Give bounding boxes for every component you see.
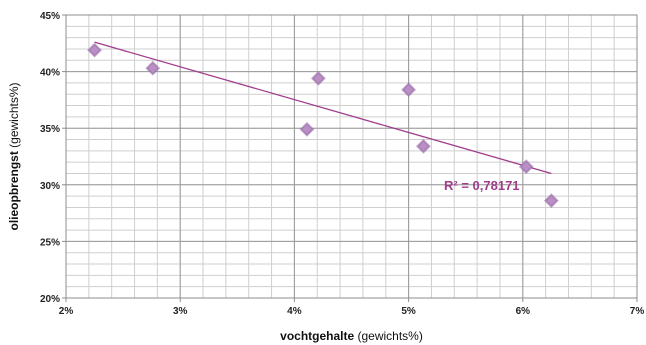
data-point <box>401 82 417 98</box>
data-point <box>518 159 534 175</box>
data-point <box>87 42 102 58</box>
data-point <box>145 60 161 76</box>
y-tick-label: 20% <box>40 294 60 305</box>
y-axis-ticks: 20% 25% 30% 35% 40% 45% <box>40 11 66 305</box>
x-tick-label: 3% <box>173 306 188 317</box>
data-point <box>543 193 559 209</box>
y-tick-label: 40% <box>40 68 60 79</box>
y-tick-label: 45% <box>40 11 60 22</box>
minor-gridlines <box>66 15 637 298</box>
x-tick-label: 5% <box>401 306 416 317</box>
plot-area-frame <box>65 14 638 299</box>
data-points <box>87 42 559 209</box>
data-point <box>416 138 431 154</box>
y-tick-label: 35% <box>40 124 60 135</box>
y-tick-label: 30% <box>40 181 60 192</box>
y-tick-label: 25% <box>40 237 60 248</box>
x-tick-label: 2% <box>59 306 74 317</box>
major-gridlines <box>65 14 638 299</box>
r-squared-label: R² = 0,78171 <box>444 178 520 193</box>
y-axis-label-bold: olieopbrengst <box>7 151 21 230</box>
trendline <box>94 41 552 175</box>
x-axis-label: vochtgehalte (gewichts%) <box>280 329 423 343</box>
x-tick-label: 7% <box>630 306 645 317</box>
x-axis-ticks: 2% 3% 4% 5% 6% 7% <box>59 298 645 317</box>
x-axis-label-unit: (gewichts%) <box>354 329 423 343</box>
data-point <box>310 70 326 86</box>
x-tick-label: 6% <box>516 306 531 317</box>
x-axis-label-bold: vochtgehalte <box>280 329 354 343</box>
x-tick-label: 4% <box>287 306 302 317</box>
y-axis-label: olieopbrengst (gewichts%) <box>7 82 21 230</box>
data-point <box>299 121 315 137</box>
y-axis-label-unit: (gewichts%) <box>7 82 21 151</box>
